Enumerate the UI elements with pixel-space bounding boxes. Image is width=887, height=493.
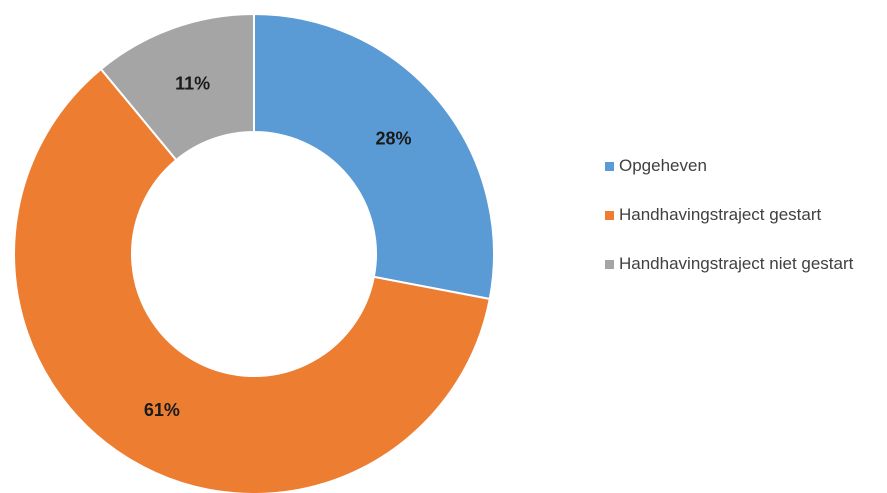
legend-item-handhavingstraject-gestart: Handhavingstraject gestart — [605, 203, 885, 226]
donut-slice-opgeheven — [253, 12, 495, 301]
legend-swatch-handhavingstraject-niet-gestart — [605, 260, 614, 269]
data-label-handhavingstraject-gestart: 61% — [144, 400, 180, 420]
chart-legend: Opgeheven Handhavingstraject gestart Han… — [605, 154, 885, 301]
legend-swatch-handhavingstraject-gestart — [605, 211, 614, 220]
data-label-handhavingstraject-niet-gestart: 11% — [175, 74, 210, 94]
data-label-opgeheven: 28% — [375, 129, 411, 149]
legend-item-handhavingstraject-niet-gestart: Handhavingstraject niet gestart — [605, 252, 885, 275]
legend-label-handhavingstraject-gestart: Handhavingstraject gestart — [619, 205, 822, 224]
donut-slice-handhavingstraject-niet-gestart — [99, 12, 255, 162]
legend-label-opgeheven: Opgeheven — [619, 156, 707, 175]
donut-slice-handhavingstraject-gestart — [13, 67, 491, 493]
legend-item-opgeheven: Opgeheven — [605, 154, 885, 177]
legend-swatch-opgeheven — [605, 162, 614, 171]
legend-label-handhavingstraject-niet-gestart: Handhavingstraject niet gestart — [619, 254, 854, 273]
